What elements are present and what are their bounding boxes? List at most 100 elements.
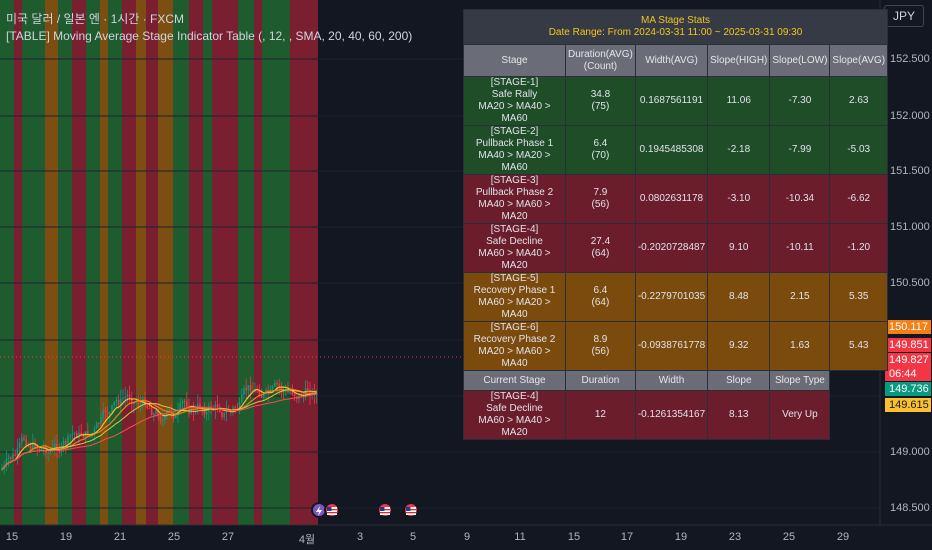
us-flag-icon[interactable] bbox=[324, 502, 340, 518]
width-cell: -0.2279701035 bbox=[634, 272, 709, 322]
us-flag-icon[interactable] bbox=[403, 502, 419, 518]
candle-body bbox=[67, 436, 69, 444]
duration-value: 8.9 bbox=[593, 334, 608, 345]
slope-low-cell: -10.11 bbox=[769, 223, 831, 273]
candle-body bbox=[76, 432, 78, 439]
candle-body bbox=[291, 391, 294, 395]
candle-body bbox=[307, 388, 309, 391]
candle-body bbox=[98, 422, 100, 424]
stage-id: [STAGE-1] bbox=[490, 77, 539, 88]
slope-avg-cell: 5.43 bbox=[829, 321, 889, 371]
table-title: MA Stage Stats bbox=[641, 15, 710, 26]
chart-header: 미국 달러 / 일본 엔 · 1시간 · FXCM [TABLE] Moving… bbox=[6, 11, 412, 45]
slope-low-cell: -7.99 bbox=[769, 125, 831, 175]
blank-cell bbox=[830, 371, 888, 391]
candle-body bbox=[245, 388, 247, 391]
stage-band bbox=[22, 0, 45, 525]
current-stage-name: Safe Decline bbox=[486, 403, 543, 414]
candle-body bbox=[120, 398, 122, 405]
header-current-slope: Slope bbox=[707, 370, 771, 391]
candle-body bbox=[139, 404, 142, 406]
stage-name: Pullback Phase 1 bbox=[475, 138, 554, 149]
stage-id: [STAGE-3] bbox=[490, 175, 539, 186]
price-tag-last: 149.851 bbox=[885, 338, 931, 352]
candle-body bbox=[157, 410, 159, 417]
blank-cell bbox=[830, 391, 888, 440]
candle-body bbox=[225, 410, 228, 414]
candle-body bbox=[23, 437, 25, 440]
stage-band bbox=[238, 0, 254, 525]
table-row: [STAGE-4] Safe Decline MA60 > MA40 > MA20 … bbox=[463, 223, 889, 273]
candle-body bbox=[58, 449, 60, 453]
duration-value: 6.4 bbox=[593, 138, 608, 149]
duration-value: 34.8 bbox=[590, 89, 611, 100]
candle-body bbox=[289, 391, 291, 393]
price-tag-ma: 150.117 bbox=[885, 320, 931, 334]
stage-cell: [STAGE-1] Safe Rally MA20 > MA40 > MA60 bbox=[463, 76, 566, 126]
candle-body bbox=[27, 445, 30, 447]
currency-button[interactable]: JPY bbox=[884, 5, 924, 27]
stage-name: Safe Rally bbox=[491, 89, 538, 100]
duration-cell: 27.4 (64) bbox=[565, 223, 636, 273]
candle-body bbox=[82, 434, 85, 438]
candle-body bbox=[100, 417, 102, 424]
candle-body bbox=[232, 407, 234, 411]
header-count-label: (Count) bbox=[583, 60, 618, 72]
candle-body bbox=[278, 383, 280, 386]
candle-body bbox=[181, 401, 184, 404]
candle-body bbox=[56, 443, 58, 450]
candle-body bbox=[40, 449, 43, 451]
candle-body bbox=[93, 428, 96, 434]
stage-cell: [STAGE-2] Pullback Phase 1 MA40 > MA20 > M… bbox=[463, 125, 566, 175]
stage-band bbox=[203, 0, 212, 525]
symbol-title[interactable]: 미국 달러 / 일본 엔 · 1시간 · FXCM bbox=[6, 12, 185, 26]
moving-average-lines bbox=[1, 386, 317, 470]
candle-body bbox=[216, 404, 219, 408]
stage-id: [STAGE-5] bbox=[490, 273, 539, 284]
price-label: 151.000 bbox=[890, 221, 930, 233]
time-label: 5 bbox=[409, 531, 417, 543]
slope-high-cell: 8.48 bbox=[707, 272, 771, 322]
candle-body bbox=[115, 400, 118, 402]
duration-cell: 6.4 (64) bbox=[565, 272, 636, 322]
candle-body bbox=[304, 388, 307, 397]
stage-name: Recovery Phase 1 bbox=[473, 285, 556, 296]
candle-body bbox=[258, 390, 261, 396]
slope-high-cell: 9.10 bbox=[707, 223, 771, 273]
header-stage: Stage bbox=[463, 44, 566, 77]
slope-avg-cell: -6.62 bbox=[829, 174, 889, 224]
duration-cell: 34.8 (75) bbox=[565, 76, 636, 126]
table-title-cell: MA Stage Stats Date Range: From 2024-03-… bbox=[462, 9, 889, 45]
candle-body bbox=[170, 409, 173, 413]
count-value: (64) bbox=[591, 297, 610, 308]
indicator-title[interactable]: [TABLE] Moving Average Stage Indicator T… bbox=[6, 29, 413, 43]
duration-cell: 7.9 (56) bbox=[565, 174, 636, 224]
candle-body bbox=[106, 412, 109, 415]
time-label: 25 bbox=[782, 531, 796, 543]
candle-body bbox=[186, 401, 188, 408]
us-flag-icon[interactable] bbox=[377, 502, 393, 518]
candle-body bbox=[12, 454, 14, 459]
price-label: 150.500 bbox=[890, 277, 930, 289]
stage-band bbox=[100, 0, 108, 525]
table-row: [STAGE-5] Recovery Phase 1 MA60 > MA20 > M… bbox=[463, 272, 889, 322]
slope-avg-cell: 5.35 bbox=[829, 272, 889, 322]
stage-band bbox=[189, 0, 203, 525]
candle-body bbox=[168, 409, 170, 412]
candle-body bbox=[161, 420, 164, 422]
stage-order: MA40 > MA20 > MA60 bbox=[478, 150, 551, 173]
candle-body bbox=[271, 386, 274, 389]
candle-body bbox=[25, 439, 27, 446]
candle-body bbox=[38, 448, 41, 451]
time-label: 4월 bbox=[298, 534, 316, 546]
candle-body bbox=[205, 411, 208, 415]
candle-body bbox=[95, 422, 98, 429]
header-duration: Duration(AVG) (Count) bbox=[565, 44, 636, 77]
candle-body bbox=[32, 442, 34, 450]
width-cell: 0.1945485308 bbox=[634, 125, 709, 175]
candle-body bbox=[1, 469, 3, 471]
candle-body bbox=[199, 403, 201, 408]
candle-body bbox=[144, 398, 146, 406]
duration-cell: 8.9 (56) bbox=[565, 321, 636, 371]
